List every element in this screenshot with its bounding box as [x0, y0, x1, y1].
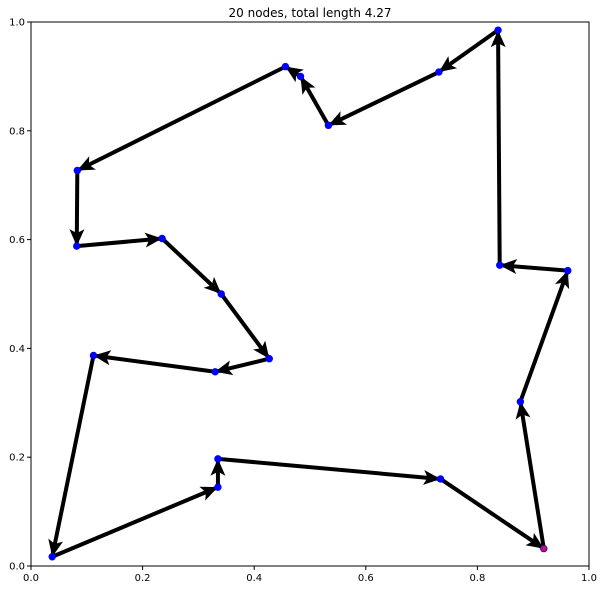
x-tick-label: 1.0: [581, 573, 597, 584]
edge-line: [51, 485, 219, 559]
tour-edge: [298, 75, 331, 127]
edge-line: [76, 236, 163, 249]
tour-edge: [518, 269, 570, 403]
edge-arrowhead: [438, 56, 458, 72]
edge-arrowhead: [423, 470, 441, 485]
tour-edge: [210, 458, 226, 488]
edge-arrowhead: [199, 486, 218, 501]
tour-edge: [439, 477, 545, 551]
tour-edge: [490, 30, 506, 266]
node-point: [211, 368, 219, 376]
node-point: [496, 261, 504, 269]
tour-edge: [160, 237, 223, 296]
tour-edge: [515, 401, 546, 549]
tour-edge: [219, 292, 271, 360]
tour-edge: [214, 356, 270, 376]
y-tick-label: 0.4: [9, 344, 25, 355]
node-point: [214, 455, 222, 463]
tour-edge: [76, 232, 163, 249]
edge-line: [518, 269, 570, 403]
x-tick-label: 0.0: [23, 573, 39, 584]
edge-line: [496, 30, 502, 266]
node-point: [281, 62, 290, 71]
node-point: [436, 475, 445, 483]
edge-line: [439, 477, 545, 551]
x-tick-label: 0.6: [358, 573, 374, 584]
tour-edge: [51, 485, 219, 559]
tour-edge: [76, 64, 287, 173]
edge-line: [50, 355, 96, 558]
chart-title: 20 nodes, total length 4.27: [229, 6, 392, 20]
tour-edge: [499, 259, 568, 274]
node-point: [564, 266, 572, 275]
edge-arrowhead: [525, 532, 544, 549]
axes: 0.0 0.2 0.4 0.6 0.8 1.0 0.0 0.2 0.4 0.6 0.8 1.0: [9, 18, 597, 585]
edge-line: [76, 64, 287, 173]
edge-arrowhead: [48, 538, 63, 557]
tour-edge: [69, 170, 85, 247]
edge-line: [93, 353, 216, 374]
node-point: [265, 355, 273, 363]
y-tick-label: 0.6: [9, 235, 25, 246]
plot-area: [48, 26, 572, 561]
edge-arrowhead: [300, 76, 316, 95]
tour-edge: [437, 28, 500, 74]
edge-arrowhead: [77, 156, 96, 171]
node-point: [89, 351, 98, 360]
edge-arrowhead: [144, 232, 163, 248]
edge-line: [327, 70, 440, 128]
edge-arrowhead: [210, 458, 226, 476]
y-tick-label: 1.0: [9, 18, 25, 29]
node-point: [48, 553, 56, 561]
tour-edge: [48, 355, 96, 558]
edge-line: [160, 237, 223, 296]
edge-arrowhead: [555, 270, 570, 290]
plot-frame: [30, 21, 590, 567]
node-point: [324, 121, 333, 130]
edge-arrowhead: [93, 350, 112, 366]
node-point: [73, 242, 81, 250]
edge-line: [518, 401, 546, 549]
y-tick-label: 0.0: [9, 562, 25, 573]
edge-arrowhead: [499, 259, 518, 274]
edge-arrowhead: [285, 66, 304, 83]
edge-arrowhead: [203, 276, 222, 294]
x-tick-label: 0.8: [469, 573, 485, 584]
edge-arrowhead: [253, 340, 270, 359]
edge-arrowhead: [515, 401, 531, 420]
edge-line: [219, 292, 271, 360]
node-point: [494, 26, 502, 34]
edge-arrowhead: [328, 111, 347, 126]
y-tick-label: 0.2: [9, 453, 25, 464]
edge-arrowhead: [490, 30, 506, 48]
start-node-point: [540, 544, 548, 553]
node-point: [296, 72, 305, 81]
node-point: [73, 166, 82, 175]
node-point: [214, 483, 222, 491]
node-point: [516, 398, 525, 406]
x-tick-label: 0.4: [246, 573, 262, 584]
edge-arrowhead: [69, 229, 85, 247]
node-point: [158, 234, 166, 243]
node-point: [435, 68, 443, 76]
tour-edge: [93, 350, 216, 374]
x-tick-label: 0.2: [135, 573, 151, 584]
edge-arrowhead: [215, 360, 234, 376]
node-point: [217, 290, 225, 298]
tour-edge: [217, 456, 441, 485]
edge-line: [217, 456, 441, 481]
tour-edge: [327, 70, 440, 128]
y-tick-label: 0.8: [9, 126, 25, 137]
